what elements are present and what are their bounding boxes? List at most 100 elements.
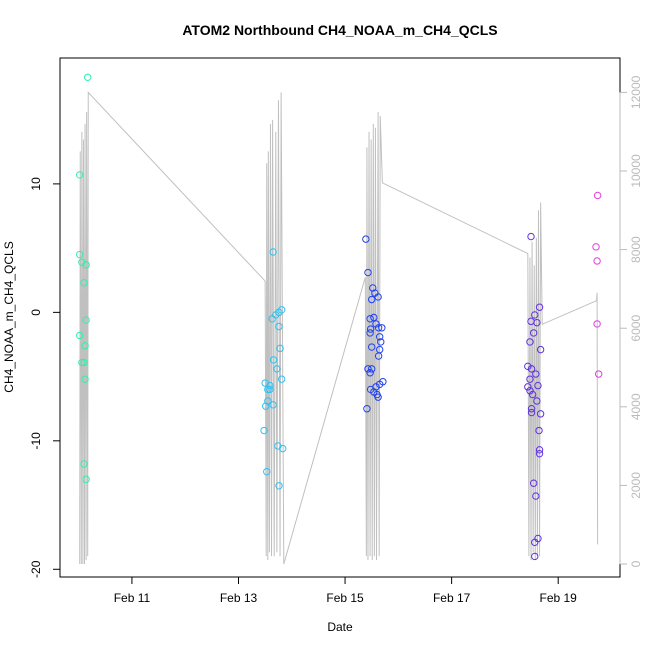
point: [76, 331, 84, 340]
point: [268, 315, 276, 323]
point: [593, 191, 602, 200]
point: [269, 401, 277, 409]
point: [364, 268, 372, 277]
point: [532, 370, 540, 378]
point: [528, 390, 537, 399]
point: [374, 324, 383, 332]
point: [527, 232, 535, 241]
point: [263, 467, 271, 476]
point: [374, 393, 382, 401]
point: [535, 426, 543, 435]
point: [531, 538, 539, 547]
point: [535, 446, 544, 454]
point: [82, 316, 90, 324]
point: [84, 73, 92, 81]
point: [260, 426, 268, 435]
point: [266, 381, 274, 390]
point: [81, 342, 89, 350]
y-tick-label: -20: [29, 560, 43, 578]
point: [366, 325, 375, 333]
y-tick-label: 10: [29, 177, 43, 191]
point: [592, 243, 600, 251]
point: [81, 375, 89, 383]
point: [374, 293, 382, 301]
point: [264, 397, 272, 405]
point: [375, 333, 384, 341]
point: [363, 405, 371, 413]
chart-title: ATOM2 Northbound CH4_NOAA_m_CH4_QCLS: [182, 22, 497, 38]
point: [277, 375, 286, 383]
point: [269, 356, 278, 364]
point: [536, 410, 545, 418]
point: [275, 482, 283, 490]
point: [535, 303, 544, 311]
point: [80, 460, 88, 468]
point: [277, 306, 286, 314]
x-tick-label: Feb 19: [540, 591, 578, 605]
point: [368, 295, 376, 304]
point: [532, 492, 540, 500]
point: [78, 358, 86, 367]
point: [529, 329, 538, 337]
point: [378, 324, 386, 332]
y2-tick-label: 4000: [629, 393, 643, 420]
y-tick-label: 0: [29, 309, 43, 316]
point: [80, 279, 88, 287]
point: [76, 250, 84, 259]
point: [533, 318, 541, 327]
altitude-line: [79, 91, 599, 565]
point: [279, 444, 287, 453]
point: [524, 362, 532, 371]
point: [594, 370, 603, 378]
point: [273, 365, 281, 373]
point: [370, 313, 378, 322]
x-tick-label: Feb 13: [220, 591, 258, 605]
point: [536, 345, 545, 354]
y2-tick-label: 12000: [629, 75, 643, 109]
point: [593, 257, 601, 265]
point: [368, 343, 376, 351]
point: [266, 385, 274, 394]
point: [366, 329, 374, 337]
point: [364, 365, 372, 373]
point: [527, 408, 536, 417]
point: [529, 479, 538, 487]
point: [526, 338, 534, 346]
point: [527, 405, 536, 413]
point: [533, 397, 541, 405]
point: [368, 365, 376, 373]
point: [269, 248, 277, 256]
x-tick-label: Feb 15: [326, 591, 364, 605]
point: [531, 552, 539, 561]
point: [366, 369, 374, 377]
point: [527, 365, 536, 373]
x-axis-label: Date: [327, 620, 353, 634]
point: [264, 385, 272, 394]
point: [82, 261, 90, 269]
x-tick-label: Feb 11: [114, 591, 151, 605]
point: [526, 375, 534, 383]
y-axis-label: CH4_NOAA_m_CH4_QCLS: [2, 241, 16, 392]
point: [379, 378, 387, 386]
point: [76, 171, 84, 179]
point: [362, 235, 370, 243]
point: [374, 352, 383, 360]
y2-tick-label: 8000: [629, 236, 643, 263]
point: [275, 322, 283, 331]
y2-tick-label: 10000: [629, 154, 643, 188]
point: [82, 475, 90, 484]
point: [524, 383, 532, 391]
y2-tick-label: 2000: [629, 472, 643, 499]
point: [531, 311, 539, 319]
x-tick-label: Feb 17: [433, 591, 471, 605]
point: [535, 449, 544, 458]
y2-tick-label: 0: [629, 560, 643, 567]
y-tick-label: -10: [29, 432, 43, 450]
y2-tick-label: 6000: [629, 315, 643, 342]
point: [366, 315, 374, 323]
point: [276, 344, 284, 353]
point: [534, 381, 542, 390]
point: [377, 338, 385, 346]
